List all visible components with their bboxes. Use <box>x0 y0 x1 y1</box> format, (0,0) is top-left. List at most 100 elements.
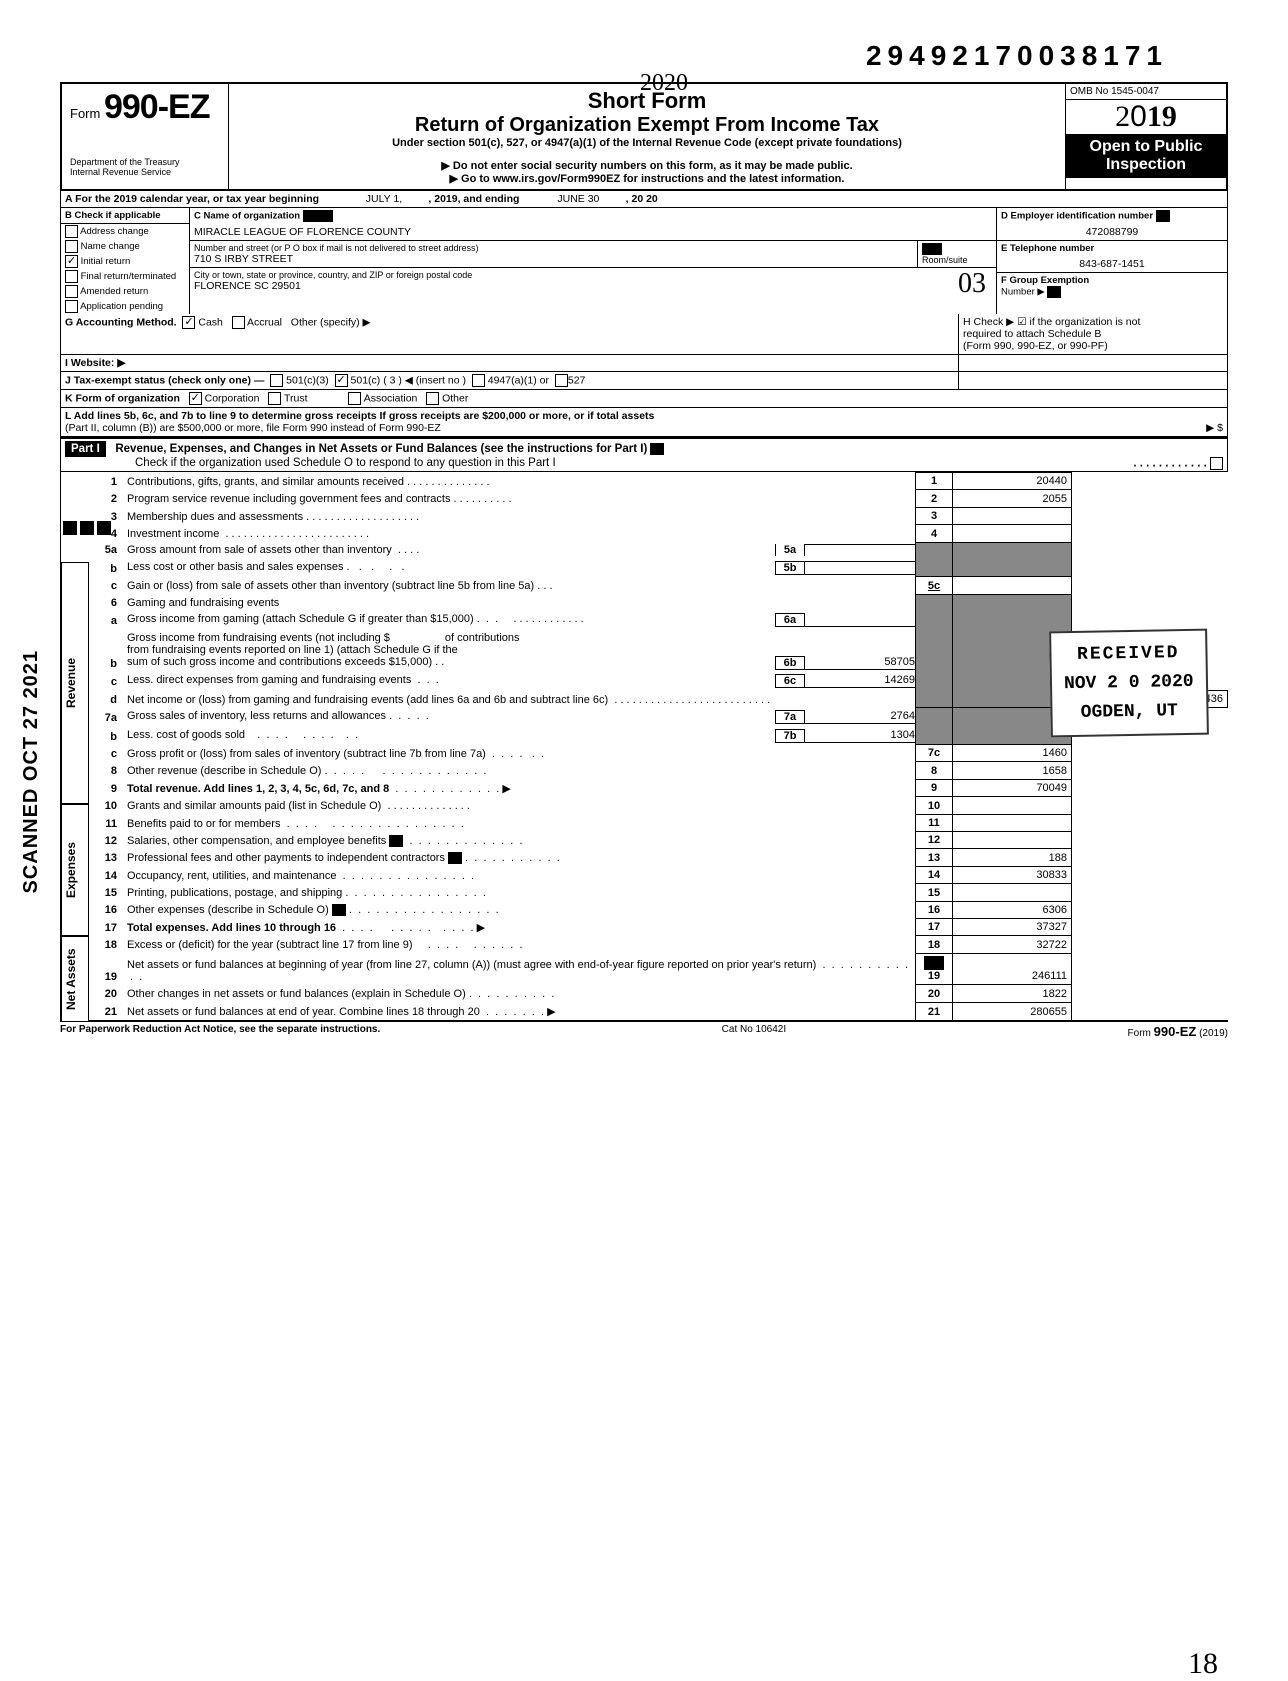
line20-text: Other changes in net assets or fund bala… <box>127 988 466 1000</box>
line8-text: Other revenue (describe in Schedule O) <box>127 765 321 777</box>
line6b-t3: sum of such gross income and contributio… <box>127 656 432 668</box>
period-label: A For the 2019 calendar year, or tax yea… <box>65 193 319 205</box>
line7b-n: 7b <box>784 730 797 742</box>
line9-text: Total revenue. Add lines 1, 2, 3, 4, 5c,… <box>127 783 389 795</box>
i-label: I Website: ▶ <box>65 357 125 369</box>
line19-text: Net assets or fund balances at beginning… <box>127 959 816 971</box>
omb-number: OMB No 1545-0047 <box>1066 84 1226 100</box>
k-trust-label: Trust <box>284 392 308 404</box>
line1-text: Contributions, gifts, grants, and simila… <box>127 476 404 488</box>
h-line3: (Form 990, 990-EZ, or 990-PF) <box>963 340 1223 352</box>
scanned-label: SCANNED OCT 27 2021 <box>20 650 43 894</box>
line14-val: 30833 <box>953 866 1072 883</box>
cb-address[interactable] <box>65 225 78 238</box>
phone: 843-687-1451 <box>997 256 1227 273</box>
line2-text: Program service revenue including govern… <box>127 493 450 505</box>
period-end-month: JUNE 30 <box>557 193 599 205</box>
document-id: 29492170038171 <box>60 40 1228 72</box>
cb-kother[interactable] <box>426 392 439 405</box>
room-label: Room/suite <box>922 255 992 265</box>
line15-val <box>953 884 1072 901</box>
cb-cash[interactable]: ✓ <box>182 316 195 329</box>
title-sub: Under section 501(c), 527, or 4947(a)(1)… <box>237 137 1057 149</box>
line10-text: Grants and similar amounts paid (list in… <box>127 800 381 812</box>
period-end-year: , 20 20 <box>626 193 658 205</box>
stamp-loc: OGDEN, UT <box>1065 696 1195 727</box>
cb-trust[interactable] <box>268 392 281 405</box>
cb-pending[interactable] <box>65 300 78 313</box>
line5c-val <box>953 577 1072 594</box>
expenses-label: Expenses <box>61 804 89 936</box>
line6b-t2: from fundraising events reported on line… <box>127 644 458 656</box>
cb-accrual[interactable] <box>232 316 245 329</box>
line7b-val: 1304 <box>805 729 915 743</box>
g-cash-label: Cash <box>198 316 223 328</box>
line8-val: 1658 <box>953 762 1072 779</box>
period-begin: JULY 1, <box>366 193 402 205</box>
cb-corp[interactable]: ✓ <box>189 392 202 405</box>
open-public: Open to Public <box>1068 138 1224 156</box>
org-street: 710 S IRBY STREET <box>194 253 913 265</box>
line13-text: Professional fees and other payments to … <box>127 852 445 864</box>
line6a-text: Gross income from gaming (attach Schedul… <box>127 613 474 625</box>
cb-501c[interactable]: ✓ <box>335 374 348 387</box>
cb-initial-label: Initial return <box>81 256 131 267</box>
line13-val: 188 <box>953 849 1072 866</box>
line3-text: Membership dues and assessments <box>127 511 303 523</box>
line14-text: Occupancy, rent, utilities, and maintena… <box>127 870 337 882</box>
part1-tag: Part I <box>65 441 106 457</box>
cb-schedule-o[interactable] <box>1210 457 1223 470</box>
cb-501c3[interactable] <box>270 374 283 387</box>
line5a-text: Gross amount from sale of assets other t… <box>127 544 392 556</box>
k-label: K Form of organization <box>65 392 180 404</box>
cb-final-label: Final return/terminated <box>81 271 177 282</box>
cb-amended-label: Amended return <box>80 286 148 297</box>
redact-icon <box>922 243 942 255</box>
j-a1-label: 4947(a)(1) or <box>488 374 549 386</box>
cb-initial[interactable]: ✓ <box>65 255 78 268</box>
line15-text: Printing, publications, postage, and shi… <box>127 887 342 899</box>
line21-text: Net assets or fund balances at end of ye… <box>127 1006 480 1018</box>
line6b-n: 6b <box>784 657 797 669</box>
line6b-mid: of contributions <box>445 632 520 644</box>
cb-final[interactable] <box>65 270 78 283</box>
g-other-label: Other (specify) ▶ <box>291 316 371 328</box>
line5b-text: Less cost or other basis and sales expen… <box>127 561 343 573</box>
period-mid: , 2019, and ending <box>428 193 519 205</box>
j-label: J Tax-exempt status (check only one) — <box>65 374 264 386</box>
cb-amended[interactable] <box>65 285 78 298</box>
cb-4947[interactable] <box>472 374 485 387</box>
cb-pending-label: Application pending <box>80 301 163 312</box>
line6d-text: Net income or (loss) from gaming and fun… <box>127 694 608 706</box>
redact-icon <box>924 956 944 970</box>
d-label: D Employer identification number <box>1001 211 1153 222</box>
form-number: 990-EZ <box>104 88 210 126</box>
footer-mid: Cat No 10642I <box>722 1024 787 1039</box>
h-line1: H Check ▶ ☑ if the organization is not <box>963 316 1223 328</box>
line6b-val: 58705 <box>805 656 915 670</box>
netassets-label: Net Assets <box>61 936 89 1022</box>
k-assoc-label: Association <box>364 392 418 404</box>
goto-line: ▶ Go to www.irs.gov/Form990EZ for instru… <box>237 172 1057 185</box>
redact-icon <box>1047 286 1061 298</box>
redact-icon <box>448 852 462 864</box>
l-line2: (Part II, column (B)) are $500,000 or mo… <box>65 422 441 434</box>
line16-val: 6306 <box>953 901 1072 918</box>
handwritten-year: 2020 <box>640 70 688 97</box>
line11-text: Benefits paid to or for members <box>127 818 280 830</box>
line5c-text: Gain or (loss) from sale of assets other… <box>127 580 534 592</box>
line7c-n: 7c <box>916 745 953 762</box>
hand-03: 03 <box>958 268 986 300</box>
line6c-text: Less. direct expenses from gaming and fu… <box>127 674 411 686</box>
line6c-n: 6c <box>784 675 796 687</box>
line17-text: Total expenses. Add lines 10 through 16 <box>127 922 336 934</box>
cb-assoc[interactable] <box>348 392 361 405</box>
line10-val <box>953 797 1072 814</box>
redact-icon <box>650 443 664 455</box>
line12-val <box>953 832 1072 849</box>
street-label: Number and street (or P O box if mail is… <box>194 243 913 253</box>
e-label: E Telephone number <box>1001 243 1094 254</box>
cb-name[interactable] <box>65 240 78 253</box>
stamp-date: NOV 2 0 2020 <box>1064 668 1194 699</box>
cb-527[interactable] <box>555 374 568 387</box>
